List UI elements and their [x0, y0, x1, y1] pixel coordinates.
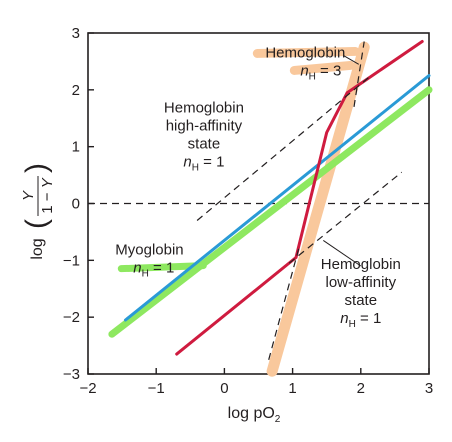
y-tick-label: −3 — [63, 366, 80, 383]
x-tick-label: −1 — [148, 380, 165, 397]
y-axis-paren-right: ) — [20, 163, 53, 173]
x-axis-title: log pO2 — [228, 405, 281, 425]
series-line-0 — [108, 86, 433, 338]
asymptote-line-3 — [288, 171, 403, 264]
y-tick-label: 0 — [72, 196, 80, 213]
y-tick-label: −2 — [63, 309, 80, 326]
asymptote-group — [196, 41, 403, 360]
annotation-highlights — [117, 46, 360, 273]
asymptote-line-0 — [196, 75, 372, 221]
series-line-3 — [266, 41, 370, 377]
y-tick-label: 1 — [72, 139, 80, 156]
x-tick-label: 3 — [425, 380, 433, 397]
x-tick-label: 2 — [357, 380, 365, 397]
y-tick-label: 2 — [72, 82, 80, 99]
svg-text:log: log — [29, 238, 46, 259]
y-axis-paren-left: ( — [20, 219, 53, 229]
hill-coefficient-label: nH = 1 — [340, 310, 381, 330]
x-tick-label: −2 — [79, 380, 96, 397]
annotation-highlight — [117, 262, 207, 273]
x-tick-label: 1 — [288, 380, 296, 397]
y-axis-title: log ( Y 1 − Y ) — [20, 163, 56, 260]
annotation-text: state — [345, 292, 378, 309]
annotation-text: Myoglobin — [115, 242, 183, 259]
annotation-text: Hemoglobin — [265, 44, 345, 61]
series-line-2 — [175, 40, 424, 356]
hill-coefficient-label: nH = 3 — [300, 62, 341, 82]
x-tick-label: 0 — [220, 380, 228, 397]
annotation-text: Hemoglobin — [164, 100, 244, 117]
annotation-highlight — [252, 46, 360, 58]
y-tick-label: −1 — [63, 252, 80, 269]
annotation-text: Hemoglobin — [321, 256, 401, 273]
annotation-leader-line — [343, 55, 360, 65]
series-group — [108, 40, 433, 377]
annotation-leader-line — [323, 240, 362, 267]
annotation-highlight — [289, 60, 355, 75]
hill-coefficient-label: nH = 1 — [133, 260, 174, 280]
annotation-text: high-affinity — [166, 118, 243, 135]
hill-coefficient-label: nH = 1 — [183, 154, 224, 174]
annotation-text: low-affinity — [326, 274, 397, 291]
y-tick-label: 3 — [72, 25, 80, 42]
svg-text:1 − Y: 1 − Y — [39, 177, 56, 213]
svg-text:Y: Y — [20, 190, 37, 201]
annotation-text: state — [188, 136, 221, 153]
asymptote-line-1 — [268, 245, 300, 360]
series-line-1 — [124, 74, 431, 322]
